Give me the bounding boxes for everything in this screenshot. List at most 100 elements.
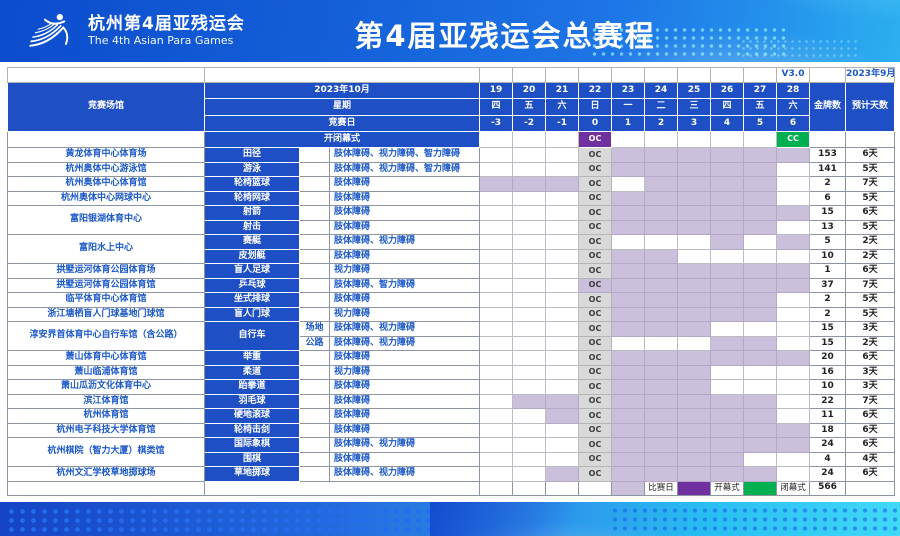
track-road-cell	[299, 248, 330, 264]
competition-day-cell	[644, 263, 679, 279]
competition-day-cell	[644, 161, 679, 177]
track-road-cell	[299, 263, 330, 279]
empty-day-cell	[479, 248, 514, 264]
sport-cell: 轮椅击剑	[204, 422, 300, 438]
info-empty-cell	[644, 67, 679, 83]
competition-day-cell	[710, 350, 745, 366]
empty-day-cell	[479, 234, 514, 250]
empty-day-cell	[479, 219, 514, 235]
competition-day-cell	[512, 176, 547, 192]
est-days-cell: 3天	[845, 379, 896, 395]
info-empty-cell	[677, 67, 712, 83]
sport-cell: 田径	[204, 147, 300, 163]
oc-day-cell: OC	[578, 422, 613, 438]
empty-day-cell	[512, 437, 547, 453]
track-road-cell	[299, 408, 330, 424]
track-road-cell	[299, 451, 330, 467]
oc-day-cell: OC	[578, 234, 613, 250]
competition-day-cell	[710, 292, 745, 308]
empty-day-cell	[743, 321, 778, 337]
oc-day-cell: OC	[578, 277, 613, 293]
categories-cell: 肢体障碍	[328, 190, 481, 206]
legend-empty-day-cell	[545, 480, 580, 496]
categories-cell: 肢体障碍	[328, 379, 481, 395]
track-road-cell	[299, 292, 330, 308]
empty-day-cell	[512, 321, 547, 337]
track-road-cell	[299, 147, 330, 163]
categories-cell: 肢体障碍	[328, 205, 481, 221]
competition-day-cell	[611, 437, 646, 453]
gold-count-cell: 22	[809, 393, 847, 409]
competition-day-cell	[710, 466, 745, 482]
competition-day-cell	[611, 190, 646, 206]
competition-day-cell	[677, 393, 712, 409]
logo-title-en: The 4th Asian Para Games	[88, 34, 234, 47]
gold-count-cell: 37	[809, 277, 847, 293]
competition-day-cell	[710, 393, 745, 409]
competition-day-cell	[743, 393, 778, 409]
competition-day-cell	[677, 205, 712, 221]
banner-dot-pattern	[590, 26, 790, 58]
oc-day-cell: OC	[578, 190, 613, 206]
empty-day-cell	[545, 335, 580, 351]
competition-day-cell	[677, 350, 712, 366]
gold-count-cell: 18	[809, 422, 847, 438]
oc-day-cell: OC	[578, 147, 613, 163]
legend-empty-day-cell	[512, 480, 547, 496]
competition-day-cell	[611, 364, 646, 380]
competition-day-cell	[743, 161, 778, 177]
oc-day-cell: OC	[578, 466, 613, 482]
legend-closing-swatch	[743, 480, 778, 496]
competition-day-cell	[611, 321, 646, 337]
date-header: 27	[743, 82, 778, 99]
oc-day-cell: OC	[578, 205, 613, 221]
weekday-header: 四	[710, 98, 745, 116]
oc-day-cell: OC	[578, 437, 613, 453]
competition-day-cell	[677, 306, 712, 322]
oc-day-cell: OC	[578, 263, 613, 279]
info-empty-cell	[203, 67, 481, 83]
competition-day-cell	[677, 219, 712, 235]
empty-day-cell	[710, 248, 745, 264]
date-header: 20	[512, 82, 547, 99]
track-road-cell	[299, 350, 330, 366]
competition-day-cell	[743, 350, 778, 366]
compday-header: -3	[479, 115, 514, 132]
empty-day-cell	[512, 379, 547, 395]
categories-cell: 视力障碍	[328, 364, 481, 380]
competition-day-cell	[611, 292, 646, 308]
competition-day-cell	[644, 219, 679, 235]
empty-day-cell	[512, 248, 547, 264]
empty-day-cell	[545, 292, 580, 308]
competition-day-cell	[644, 190, 679, 206]
gold-count-cell: 1	[809, 263, 847, 279]
empty-day-cell	[677, 248, 712, 264]
competition-day-cell	[710, 147, 745, 163]
competition-day-cell	[611, 306, 646, 322]
info-empty-cell	[578, 67, 613, 83]
empty-day-cell	[743, 234, 778, 250]
competition-day-cell	[677, 422, 712, 438]
venue-cell: 杭州奥体中心网球中心	[7, 190, 205, 206]
competition-day-cell	[644, 176, 679, 192]
ceremony-empty-day-cell	[479, 131, 514, 148]
venue-cell: 萧山体育中心体育馆	[7, 350, 205, 366]
sport-cell: 射箭	[204, 205, 300, 221]
categories-cell: 肢体障碍	[328, 408, 481, 424]
empty-day-cell	[611, 176, 646, 192]
weekday-header: 六	[776, 98, 811, 116]
venue-cell: 杭州文汇学校草地掷球场	[7, 466, 205, 482]
empty-day-cell	[545, 190, 580, 206]
empty-day-cell	[512, 219, 547, 235]
empty-day-cell	[479, 161, 514, 177]
competition-day-cell	[677, 176, 712, 192]
competition-day-cell	[611, 466, 646, 482]
est-days-cell: 6天	[845, 466, 896, 482]
legend-closing-label: 闭幕式	[776, 480, 811, 496]
compday-header: 4	[710, 115, 745, 132]
sport-cell: 举重	[204, 350, 300, 366]
empty-day-cell	[545, 422, 580, 438]
empty-day-cell	[512, 335, 547, 351]
competition-day-cell	[479, 176, 514, 192]
weekday-header: 五	[743, 98, 778, 116]
